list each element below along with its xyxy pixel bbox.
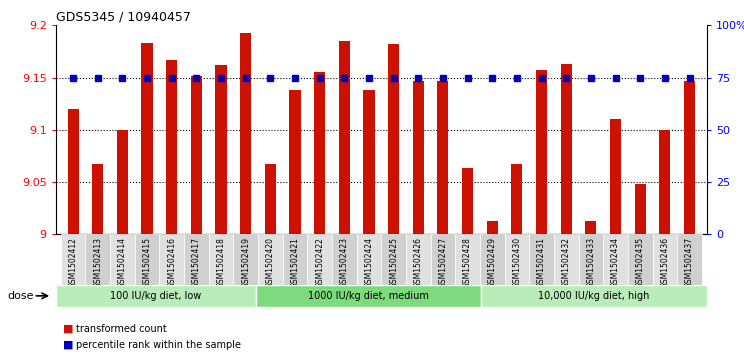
FancyBboxPatch shape [603,234,628,285]
Bar [190,76,202,234]
Bar [536,70,547,234]
Text: GSM1502424: GSM1502424 [365,237,373,287]
Text: GSM1502416: GSM1502416 [167,237,176,287]
FancyBboxPatch shape [455,234,480,285]
FancyBboxPatch shape [431,234,455,285]
Text: GSM1502433: GSM1502433 [586,237,595,288]
Text: 10,000 IU/kg diet, high: 10,000 IU/kg diet, high [539,291,650,301]
FancyBboxPatch shape [184,234,208,285]
Text: 1000 IU/kg diet, medium: 1000 IU/kg diet, medium [308,291,429,301]
Bar [117,130,128,234]
FancyBboxPatch shape [382,234,406,285]
Bar [610,119,621,234]
FancyBboxPatch shape [652,234,677,285]
Bar [437,81,449,234]
Text: GDS5345 / 10940457: GDS5345 / 10940457 [56,11,190,24]
FancyBboxPatch shape [234,234,258,285]
FancyBboxPatch shape [504,234,529,285]
Bar [92,164,103,234]
Bar [141,43,153,234]
FancyBboxPatch shape [579,234,603,285]
Text: 100 IU/kg diet, low: 100 IU/kg diet, low [110,291,202,301]
Text: ■: ■ [63,323,74,334]
FancyBboxPatch shape [208,234,234,285]
FancyBboxPatch shape [480,234,504,285]
FancyBboxPatch shape [332,234,356,285]
FancyBboxPatch shape [677,234,702,285]
Bar [289,90,301,234]
Text: GSM1502422: GSM1502422 [315,237,324,287]
Text: transformed count: transformed count [76,323,167,334]
Bar [561,64,572,234]
Text: GSM1502429: GSM1502429 [488,237,497,287]
Text: GSM1502418: GSM1502418 [217,237,225,287]
Text: GSM1502413: GSM1502413 [93,237,102,287]
FancyBboxPatch shape [307,234,332,285]
Text: GSM1502427: GSM1502427 [438,237,447,287]
Text: GSM1502412: GSM1502412 [68,237,77,287]
Bar [265,164,276,234]
FancyBboxPatch shape [135,234,159,285]
FancyBboxPatch shape [554,234,579,285]
FancyBboxPatch shape [256,285,481,307]
Bar [462,168,473,234]
FancyBboxPatch shape [110,234,135,285]
Text: GSM1502435: GSM1502435 [635,237,645,288]
FancyBboxPatch shape [481,285,707,307]
Bar [363,90,374,234]
Text: GSM1502425: GSM1502425 [389,237,398,287]
FancyBboxPatch shape [628,234,652,285]
Bar [586,221,597,234]
FancyBboxPatch shape [529,234,554,285]
Text: GSM1502419: GSM1502419 [241,237,250,287]
Bar [511,164,522,234]
Text: GSM1502417: GSM1502417 [192,237,201,287]
Text: GSM1502434: GSM1502434 [611,237,620,288]
Bar [388,44,400,234]
Bar [684,81,695,234]
FancyBboxPatch shape [61,234,86,285]
Text: dose: dose [7,291,34,301]
FancyBboxPatch shape [56,285,256,307]
Bar [635,184,646,234]
Bar [240,33,251,234]
Text: GSM1502437: GSM1502437 [685,237,694,288]
Bar [68,109,79,234]
Text: GSM1502420: GSM1502420 [266,237,275,287]
Text: GSM1502432: GSM1502432 [562,237,571,287]
Bar [659,130,670,234]
Text: GSM1502415: GSM1502415 [143,237,152,287]
FancyBboxPatch shape [258,234,283,285]
Bar [314,72,325,234]
FancyBboxPatch shape [283,234,307,285]
Text: GSM1502421: GSM1502421 [290,237,300,287]
Text: GSM1502436: GSM1502436 [661,237,670,288]
FancyBboxPatch shape [159,234,184,285]
Text: ■: ■ [63,340,74,350]
Text: GSM1502430: GSM1502430 [513,237,522,288]
Bar [166,60,177,234]
FancyBboxPatch shape [356,234,382,285]
Text: GSM1502428: GSM1502428 [463,237,472,287]
Bar [339,41,350,234]
FancyBboxPatch shape [86,234,110,285]
Bar [487,221,498,234]
Bar [413,81,424,234]
Text: GSM1502423: GSM1502423 [340,237,349,287]
FancyBboxPatch shape [406,234,431,285]
Bar [216,65,227,234]
Text: percentile rank within the sample: percentile rank within the sample [76,340,241,350]
Text: GSM1502431: GSM1502431 [537,237,546,287]
Text: GSM1502426: GSM1502426 [414,237,423,287]
Text: GSM1502414: GSM1502414 [118,237,127,287]
